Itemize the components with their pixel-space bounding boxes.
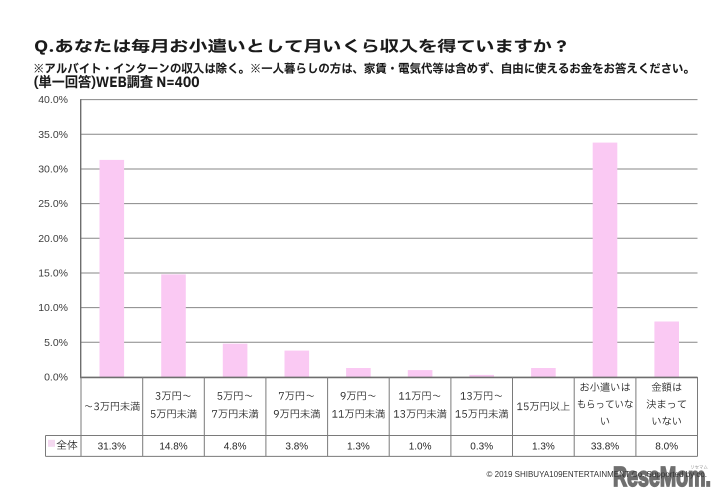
svg-text:1.3%: 1.3% [347,441,370,452]
svg-text:5.0%: 5.0% [44,337,68,349]
svg-text:25.0%: 25.0% [38,198,68,210]
svg-text:30.0%: 30.0% [38,164,68,176]
svg-text:8.0%: 8.0% [655,441,678,452]
svg-text:1.3%: 1.3% [532,441,555,452]
svg-text:31.3%: 31.3% [98,441,126,452]
svg-text:33.8%: 33.8% [591,441,619,452]
svg-text:4.8%: 4.8% [224,441,247,452]
svg-text:0.0%: 0.0% [44,372,68,384]
svg-text:© 2019 SHIBUYA109ENTERTAINMENT: © 2019 SHIBUYA109ENTERTAINMENT Co. Suppo… [487,470,708,479]
svg-text:15.0%: 15.0% [38,268,68,280]
svg-text:20.0%: 20.0% [38,233,68,245]
svg-text:1.0%: 1.0% [409,441,432,452]
svg-text:14.8%: 14.8% [159,441,187,452]
svg-text:0.3%: 0.3% [470,441,493,452]
svg-text:3.8%: 3.8% [285,441,308,452]
svg-text:10.0%: 10.0% [38,302,68,314]
svg-text:ReseMom.: ReseMom. [613,461,711,492]
svg-text:35.0%: 35.0% [38,129,68,141]
svg-text:40.0%: 40.0% [38,94,68,106]
